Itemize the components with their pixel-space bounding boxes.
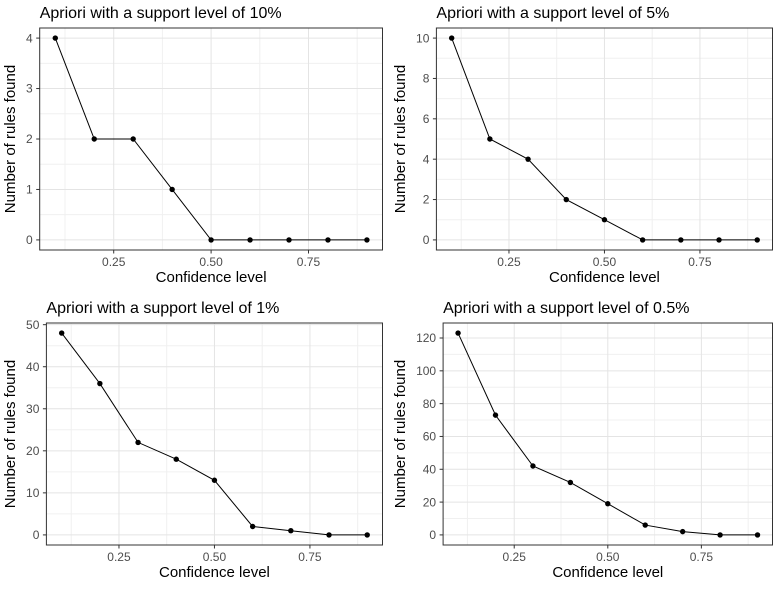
data-point <box>454 330 461 336</box>
x-tick-label: 0.75 <box>688 255 712 269</box>
data-point <box>135 439 141 446</box>
data-point <box>97 380 103 387</box>
y-tick-label: 3 <box>26 82 33 96</box>
data-point <box>677 237 684 243</box>
x-tick-label: 0.75 <box>298 550 322 564</box>
chart-title: Apriori with a support level of 0.5% <box>443 300 689 317</box>
y-tick-label: 20 <box>26 444 40 458</box>
chart-title: Apriori with a support level of 5% <box>436 5 669 22</box>
y-tick-label: 20 <box>422 495 436 509</box>
x-tick-label: 0.50 <box>592 255 616 269</box>
y-tick-label: 50 <box>26 318 40 332</box>
y-tick-label: 4 <box>422 152 429 166</box>
data-point <box>169 186 175 193</box>
data-point <box>286 237 292 243</box>
data-point <box>91 136 97 142</box>
data-point <box>492 412 498 418</box>
chart-apriori-support-0-5pct: 0 20 40 60 80 100 120 0.25 0.50 0.75 Apriori with … <box>390 295 779 590</box>
y-tick-label: 8 <box>422 72 429 86</box>
data-point <box>364 532 370 538</box>
y-axis-title: Number of rules found <box>2 65 19 213</box>
x-axis-title: Confidence level <box>548 269 659 286</box>
x-axis-title: Confidence level <box>552 564 663 581</box>
y-tick-label: 60 <box>422 430 436 444</box>
chart-apriori-support-10pct: 0 1 2 3 4 0.25 0.50 0.75 Apriori with a support … <box>0 0 390 295</box>
data-point <box>679 528 685 535</box>
y-tick-label: 100 <box>416 364 436 378</box>
y-tick-label: 80 <box>422 397 436 411</box>
data-point <box>364 237 370 243</box>
chart-title: Apriori with a support level of 1% <box>46 300 279 317</box>
data-point <box>58 330 65 336</box>
data-point <box>326 532 332 538</box>
chart-svg-apriori-10pct: 0 1 2 3 4 0.25 0.50 0.75 Apriori with a support … <box>2 5 383 286</box>
x-tick-label: 0.50 <box>596 550 620 564</box>
x-tick-label: 0.75 <box>297 255 321 269</box>
y-tick-label: 0 <box>26 233 33 247</box>
chart-title: Apriori with a support level of 10% <box>40 5 282 22</box>
x-tick-label: 0.50 <box>203 550 227 564</box>
data-point <box>173 456 179 462</box>
y-axis-title: Number of rules found <box>2 360 19 508</box>
x-tick-label: 0.25 <box>102 255 126 269</box>
data-point <box>567 479 573 486</box>
chart-svg-apriori-1pct: 0 10 20 30 40 50 0.25 0.50 0.75 Apriori with a su… <box>2 300 384 581</box>
y-tick-label: 40 <box>26 360 40 374</box>
data-point <box>754 237 760 243</box>
chart-apriori-support-5pct: 0 2 4 6 8 10 0.25 0.50 0.75 Apriori with a suppor… <box>390 0 779 295</box>
data-point <box>208 237 214 243</box>
y-tick-label: 0 <box>422 233 429 247</box>
data-point <box>288 528 294 534</box>
data-point <box>52 35 58 41</box>
data-point <box>486 136 493 142</box>
x-axis-title: Confidence level <box>159 564 270 581</box>
x-axis-title: Confidence level <box>156 269 267 286</box>
data-point <box>716 532 723 538</box>
y-tick-label: 4 <box>26 31 33 45</box>
y-tick-label: 120 <box>416 331 436 345</box>
y-axis-title: Number of rules found <box>392 65 409 213</box>
data-point <box>642 522 648 528</box>
y-axis-title: Number of rules found <box>392 360 409 508</box>
data-point <box>448 35 454 41</box>
chart-svg-apriori-0-5pct: 0 20 40 60 80 100 120 0.25 0.50 0.75 Apriori with … <box>392 300 773 581</box>
y-tick-label: 1 <box>26 183 33 197</box>
data-point <box>604 501 610 507</box>
y-tick-label: 0 <box>429 528 436 542</box>
x-tick-label: 0.75 <box>689 550 713 564</box>
x-tick-label: 0.50 <box>199 255 223 269</box>
y-tick-label: 6 <box>422 112 429 126</box>
data-point <box>754 532 760 538</box>
y-tick-label: 2 <box>422 193 429 207</box>
data-point <box>529 463 536 469</box>
x-tick-label: 0.25 <box>502 550 526 564</box>
y-tick-label: 0 <box>33 528 40 542</box>
data-point <box>524 156 531 162</box>
data-point <box>249 523 256 530</box>
data-point <box>601 217 607 223</box>
y-tick-label: 40 <box>422 462 436 476</box>
data-point <box>563 196 569 203</box>
y-tick-label: 10 <box>416 31 430 45</box>
chart-apriori-support-1pct: 0 10 20 30 40 50 0.25 0.50 0.75 Apriori with a su… <box>0 295 390 590</box>
data-point <box>130 136 136 142</box>
data-point <box>211 477 218 483</box>
x-tick-label: 0.25 <box>497 255 521 269</box>
data-point <box>715 237 722 243</box>
y-tick-label: 10 <box>26 486 40 500</box>
y-tick-label: 2 <box>26 132 33 146</box>
chart-svg-apriori-5pct: 0 2 4 6 8 10 0.25 0.50 0.75 Apriori with a suppor… <box>392 5 773 286</box>
data-point <box>247 237 253 243</box>
data-point <box>639 237 645 243</box>
y-tick-label: 30 <box>26 402 40 416</box>
data-point <box>325 237 331 243</box>
x-tick-label: 0.25 <box>107 550 131 564</box>
